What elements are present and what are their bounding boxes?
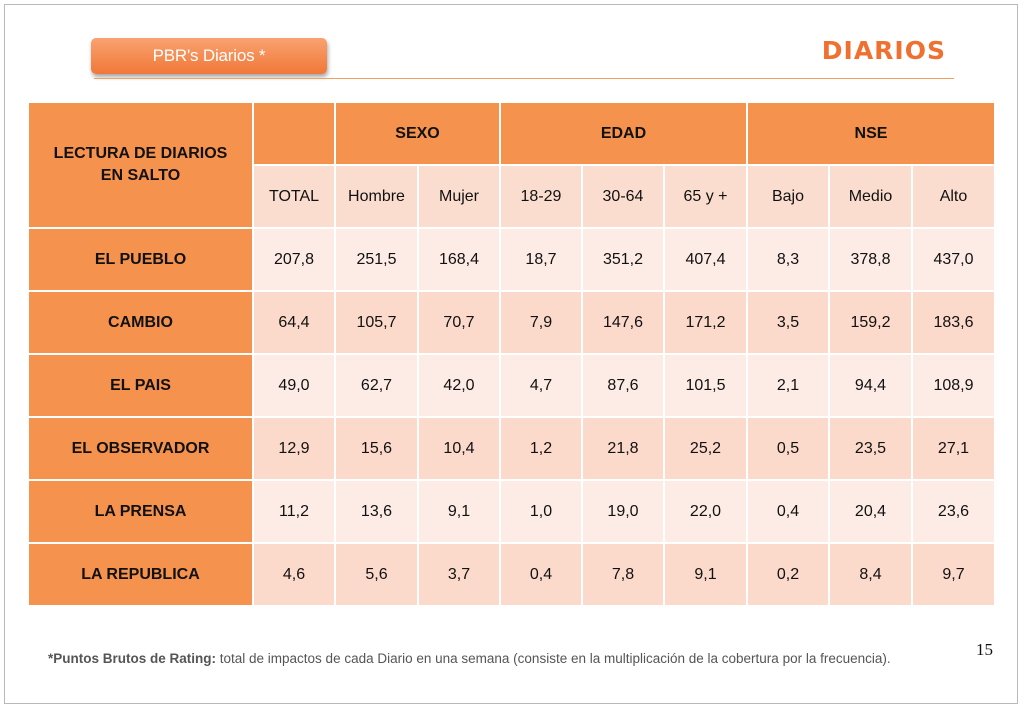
column-header: Medio bbox=[830, 166, 911, 227]
group-header-nse: NSE bbox=[748, 103, 994, 164]
table-cell: 27,1 bbox=[913, 418, 994, 479]
table-cell: 19,0 bbox=[583, 481, 663, 542]
table-cell: 2,1 bbox=[748, 355, 828, 416]
page-number: 15 bbox=[976, 640, 993, 659]
table-cell: 407,4 bbox=[665, 229, 746, 290]
table-cell: 183,6 bbox=[913, 292, 994, 353]
title-divider bbox=[94, 78, 954, 79]
table-cell: 94,4 bbox=[830, 355, 911, 416]
table-cell: 70,7 bbox=[419, 292, 499, 353]
corner-line-2: EN SALTO bbox=[100, 167, 181, 184]
table-cell: 20,4 bbox=[830, 481, 911, 542]
footnote-term: *Puntos Brutos de Rating: bbox=[48, 651, 216, 666]
table-cell: 8,3 bbox=[748, 229, 828, 290]
column-header: Alto bbox=[913, 166, 994, 227]
table-cell: 0,4 bbox=[501, 544, 581, 605]
table-cell: 21,8 bbox=[583, 418, 663, 479]
group-header-edad: EDAD bbox=[501, 103, 746, 164]
column-header-row: TOTAL Hombre Mujer 18-29 30-64 65 y + Ba… bbox=[29, 166, 994, 227]
table-cell: 1,2 bbox=[501, 418, 581, 479]
table-cell: 105,7 bbox=[336, 292, 417, 353]
table-cell: 3,7 bbox=[419, 544, 499, 605]
table-cell: 147,6 bbox=[583, 292, 663, 353]
table-cell: 9,1 bbox=[665, 544, 746, 605]
table-row: EL PUEBLO 207,8 251,5 168,4 18,7 351,2 407,4 8,… bbox=[29, 229, 994, 290]
row-label: EL OBSERVADOR bbox=[29, 418, 252, 479]
total-group-header bbox=[254, 103, 334, 164]
column-header: Hombre bbox=[336, 166, 417, 227]
table-cell: 207,8 bbox=[254, 229, 334, 290]
table-cell: 62,7 bbox=[336, 355, 417, 416]
table-cell: 3,5 bbox=[748, 292, 828, 353]
column-header: 65 y + bbox=[665, 166, 746, 227]
table-cell: 25,2 bbox=[665, 418, 746, 479]
table-cell: 9,1 bbox=[419, 481, 499, 542]
table-cell: 108,9 bbox=[913, 355, 994, 416]
table-cell: 4,7 bbox=[501, 355, 581, 416]
table-cell: 4,6 bbox=[254, 544, 334, 605]
table-cell: 12,9 bbox=[254, 418, 334, 479]
table-cell: 251,5 bbox=[336, 229, 417, 290]
page-title: DIARIOS bbox=[821, 36, 946, 65]
table-cell: 22,0 bbox=[665, 481, 746, 542]
corner-line-1: LECTURA DE DIARIOS bbox=[53, 145, 228, 162]
table-cell: 5,6 bbox=[336, 544, 417, 605]
table-cell: 7,8 bbox=[583, 544, 663, 605]
table-cell: 18,7 bbox=[501, 229, 581, 290]
table-cell: 168,4 bbox=[419, 229, 499, 290]
table-cell: 11,2 bbox=[254, 481, 334, 542]
group-header-row: LECTURA DE DIARIOS EN SALTO SEXO EDAD NS… bbox=[29, 103, 994, 227]
table-cell: 171,2 bbox=[665, 292, 746, 353]
table-cell: 9,7 bbox=[913, 544, 994, 605]
table-cell: 10,4 bbox=[419, 418, 499, 479]
slide-frame bbox=[4, 4, 1018, 704]
table-cell: 378,8 bbox=[830, 229, 911, 290]
table-row: LA REPUBLICA 4,6 5,6 3,7 0,4 7,8 9,1 0,2 8,4 9,7 bbox=[29, 544, 994, 605]
group-header-sexo: SEXO bbox=[336, 103, 499, 164]
table-cell: 8,4 bbox=[830, 544, 911, 605]
table-cell: 159,2 bbox=[830, 292, 911, 353]
table-row: EL PAIS 49,0 62,7 42,0 4,7 87,6 101,5 2,1 94,4 10… bbox=[29, 355, 994, 416]
table-row: CAMBIO 64,4 105,7 70,7 7,9 147,6 171,2 3,5 159,2… bbox=[29, 292, 994, 353]
table-row: EL OBSERVADOR 12,9 15,6 10,4 1,2 21,8 25,2 0,5 2… bbox=[29, 418, 994, 479]
ratings-table: LECTURA DE DIARIOS EN SALTO SEXO EDAD NS… bbox=[27, 101, 996, 607]
section-badge: PBR's Diarios * bbox=[91, 38, 327, 74]
table-cell: 0,2 bbox=[748, 544, 828, 605]
table-cell: 0,4 bbox=[748, 481, 828, 542]
row-label: LA PRENSA bbox=[29, 481, 252, 542]
row-label: CAMBIO bbox=[29, 292, 252, 353]
column-header: Bajo bbox=[748, 166, 828, 227]
column-header: 18-29 bbox=[501, 166, 581, 227]
table-cell: 64,4 bbox=[254, 292, 334, 353]
table-cell: 13,6 bbox=[336, 481, 417, 542]
row-label: LA REPUBLICA bbox=[29, 544, 252, 605]
row-label: EL PAIS bbox=[29, 355, 252, 416]
table-cell: 23,5 bbox=[830, 418, 911, 479]
table-cell: 437,0 bbox=[913, 229, 994, 290]
footnote-text: total de impactos de cada Diario en una … bbox=[216, 651, 891, 666]
row-label: EL PUEBLO bbox=[29, 229, 252, 290]
table-cell: 23,6 bbox=[913, 481, 994, 542]
footnote: *Puntos Brutos de Rating: total de impac… bbox=[48, 649, 958, 668]
table-cell: 7,9 bbox=[501, 292, 581, 353]
table-corner-title: LECTURA DE DIARIOS EN SALTO bbox=[29, 103, 252, 227]
column-header: Mujer bbox=[419, 166, 499, 227]
table-cell: 15,6 bbox=[336, 418, 417, 479]
table-row: LA PRENSA 11,2 13,6 9,1 1,0 19,0 22,0 0,4 20,4 23… bbox=[29, 481, 994, 542]
column-header: TOTAL bbox=[254, 166, 334, 227]
table-cell: 1,0 bbox=[501, 481, 581, 542]
table-cell: 101,5 bbox=[665, 355, 746, 416]
table-cell: 49,0 bbox=[254, 355, 334, 416]
table-cell: 42,0 bbox=[419, 355, 499, 416]
column-header: 30-64 bbox=[583, 166, 663, 227]
table-cell: 0,5 bbox=[748, 418, 828, 479]
table-cell: 351,2 bbox=[583, 229, 663, 290]
table-cell: 87,6 bbox=[583, 355, 663, 416]
